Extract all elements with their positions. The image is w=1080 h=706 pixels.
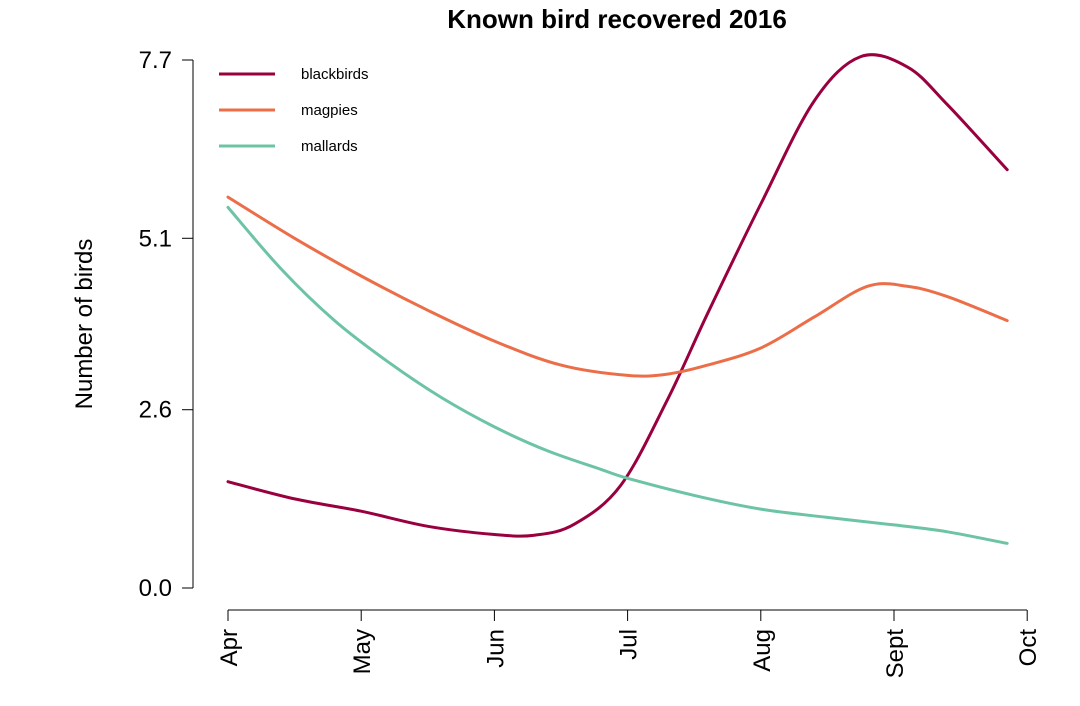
series-line-mallards — [226, 205, 1009, 545]
x-tick-label: Oct — [1015, 629, 1042, 667]
y-tick-label: 0.0 — [139, 575, 172, 602]
y-tick-label: 2.6 — [139, 397, 172, 424]
y-tick-label: 5.1 — [139, 225, 172, 252]
chart-title: Known bird recovered 2016 — [447, 4, 787, 34]
y-tick-label: 7.7 — [139, 47, 172, 74]
legend: blackbirds magpies mallards — [219, 66, 369, 155]
legend-label-mallards: mallards — [301, 138, 358, 155]
y-axis: 0.0 2.6 5.1 7.7 — [139, 47, 194, 602]
x-tick-label: Apr — [216, 629, 243, 666]
x-tick-label: Jun — [482, 629, 509, 668]
series-group — [226, 53, 1009, 545]
x-tick-label: Sept — [882, 629, 909, 679]
legend-label-blackbirds: blackbirds — [301, 66, 369, 83]
series-line-magpies — [226, 195, 1009, 378]
legend-label-magpies: magpies — [301, 102, 358, 119]
x-axis: Apr May Jun Jul Aug Sept Oct — [216, 609, 1042, 679]
x-tick-label: Aug — [749, 629, 776, 672]
y-axis-title: Number of birds — [71, 239, 98, 410]
x-tick-label: Jul — [616, 629, 643, 660]
x-tick-label: May — [349, 629, 376, 674]
series-line-blackbirds — [226, 53, 1009, 538]
